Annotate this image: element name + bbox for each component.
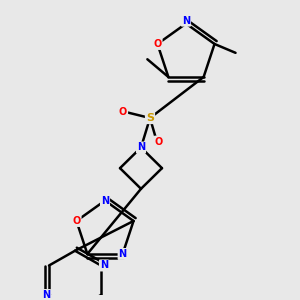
Text: N: N bbox=[182, 16, 190, 26]
Text: S: S bbox=[146, 113, 154, 123]
Text: N: N bbox=[42, 290, 50, 300]
Text: O: O bbox=[155, 136, 163, 147]
Text: N: N bbox=[100, 260, 108, 271]
Text: N: N bbox=[137, 142, 145, 152]
Text: N: N bbox=[118, 249, 127, 259]
Text: O: O bbox=[119, 107, 127, 117]
Text: O: O bbox=[72, 216, 81, 226]
Text: N: N bbox=[101, 196, 109, 206]
Text: O: O bbox=[153, 39, 162, 49]
